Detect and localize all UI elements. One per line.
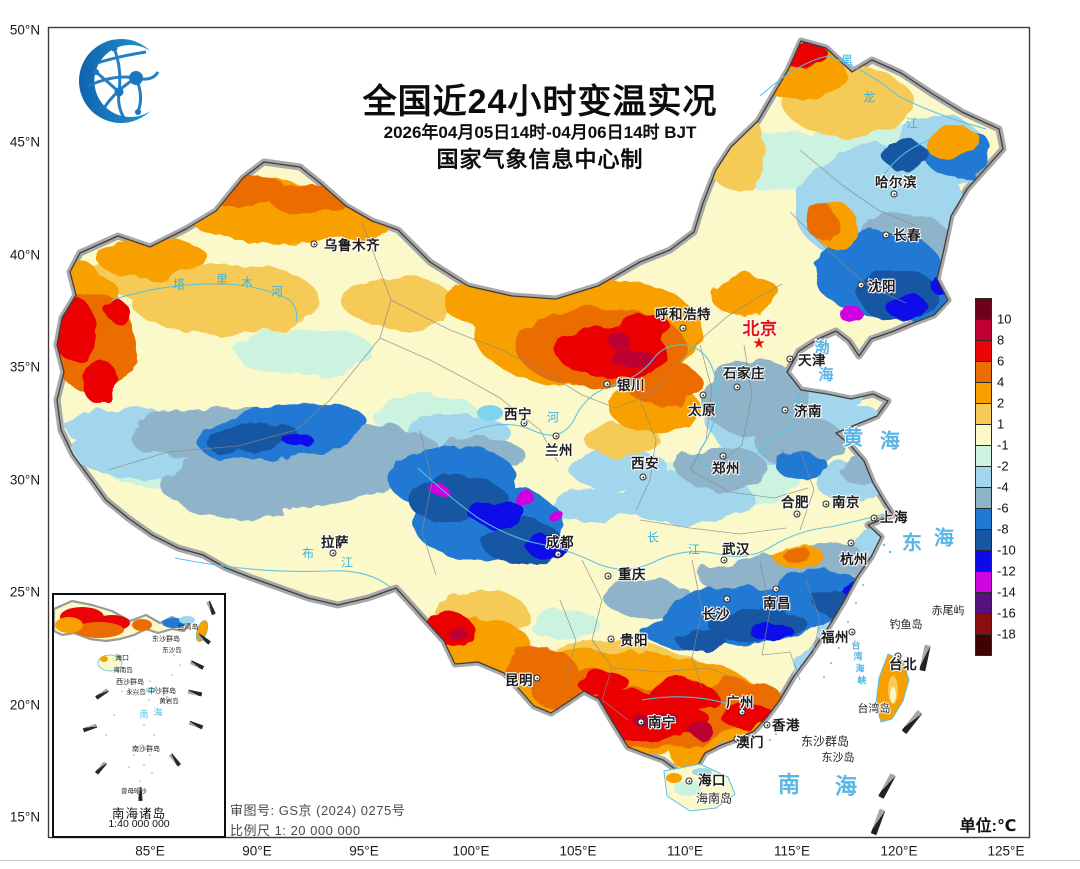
legend-color-cell bbox=[976, 635, 991, 655]
legend-color-cell bbox=[976, 530, 991, 551]
inset-place-label: 曾母暗沙 bbox=[121, 788, 147, 795]
legend-tick-label: -8 bbox=[997, 521, 1009, 537]
inset-place-label: 海南岛 bbox=[113, 667, 133, 674]
legend-tick-label: -14 bbox=[997, 584, 1016, 600]
map-review-number: 审图号: GS京 (2024) 0275号 bbox=[230, 803, 406, 818]
inset-place-label: 海 bbox=[153, 707, 163, 718]
inset-place-label: 南沙群岛 bbox=[132, 746, 160, 753]
legend-color-cell bbox=[976, 614, 991, 635]
inset-scale: 1:40 000 000 bbox=[108, 818, 170, 830]
inset-place-label: 东沙岛 bbox=[162, 647, 182, 654]
inset-place-label: 中沙群岛 bbox=[148, 688, 176, 695]
temperature-field bbox=[57, 41, 993, 769]
legend-color-cell bbox=[976, 446, 991, 467]
legend-tick-label: 10 bbox=[997, 311, 1012, 327]
page-title: 全国近24小时变温实况 bbox=[362, 83, 718, 121]
legend-tick-label: -1 bbox=[997, 437, 1009, 453]
legend-color-cell bbox=[976, 383, 991, 404]
inset-place-label: 永兴岛 bbox=[126, 689, 146, 696]
legend-tick-label: -12 bbox=[997, 563, 1016, 579]
valid-time-range: 2026年04月05日14时-04月06日14时 BJT bbox=[383, 123, 697, 142]
legend-color-cell bbox=[976, 404, 991, 425]
legend-color-cell bbox=[976, 320, 991, 341]
temperature-legend: 10 8 6 4 2 1 -1 -2 -4 -6 -8 -10 -12 -14 -16 -18 bbox=[973, 296, 1027, 658]
inset-title: 南海诸岛 bbox=[111, 807, 167, 821]
legend-color-cell bbox=[976, 572, 991, 593]
national-border bbox=[56, 40, 1004, 790]
legend-tick-label: 6 bbox=[997, 353, 1005, 369]
map-scale-note: 比例尺 1: 20 000 000 bbox=[230, 823, 361, 838]
legend-tick-label: -10 bbox=[997, 542, 1016, 558]
inset-place-label: 南 bbox=[139, 709, 149, 720]
hainan-island bbox=[663, 763, 736, 812]
legend-tick-label: -18 bbox=[997, 626, 1016, 642]
inset-place-label: 东沙群岛 bbox=[152, 636, 180, 643]
province-borders bbox=[107, 149, 917, 721]
legend-tick-label: 2 bbox=[997, 395, 1005, 411]
agency-logo bbox=[79, 39, 160, 123]
legend-color-cell bbox=[976, 593, 991, 614]
legend-tick-label: -4 bbox=[997, 479, 1009, 495]
coastal-islets bbox=[769, 543, 940, 741]
legend-color-cell bbox=[976, 509, 991, 530]
inset-islets bbox=[105, 654, 181, 782]
legend-color-cell bbox=[976, 362, 991, 383]
inset-place-label: 黄岩岛 bbox=[159, 698, 179, 705]
inset-place-label: 西沙群岛 bbox=[116, 679, 144, 686]
legend-tick-label: -2 bbox=[997, 458, 1009, 474]
legend-color-cell bbox=[976, 341, 991, 362]
legend-color-cell bbox=[976, 425, 991, 446]
legend-tick-label: 8 bbox=[997, 332, 1005, 348]
legend-color-cell bbox=[976, 488, 991, 509]
unit-label: 单位:℃ bbox=[956, 812, 1020, 836]
inset-place-label: 海口 bbox=[115, 655, 129, 662]
taiwan-island bbox=[875, 653, 910, 723]
producer-credit: 国家气象信息中心制 bbox=[436, 147, 644, 172]
legend-color-cell bbox=[976, 467, 991, 488]
legend-tick-label: 1 bbox=[997, 416, 1005, 432]
legend-tick-label: -16 bbox=[997, 605, 1016, 621]
south-china-sea-inset: 台湾岛 东沙群岛 东沙岛 海口 海南岛 西沙群岛 永兴岛 中沙群岛 黄岩岛南海南沙群岛 曾母暗沙 … bbox=[52, 593, 226, 838]
legend-color-cell bbox=[976, 299, 991, 320]
map-frame bbox=[47, 26, 1031, 839]
inset-map bbox=[54, 599, 209, 782]
legend-tick-label: 4 bbox=[997, 374, 1005, 390]
legend-color-scale bbox=[975, 298, 992, 656]
rivers bbox=[111, 55, 987, 705]
qinghai-lake bbox=[477, 405, 503, 421]
inset-place-label: 台湾岛 bbox=[177, 624, 199, 631]
legend-tick-label: -6 bbox=[997, 500, 1009, 516]
legend-color-cell bbox=[976, 551, 991, 572]
